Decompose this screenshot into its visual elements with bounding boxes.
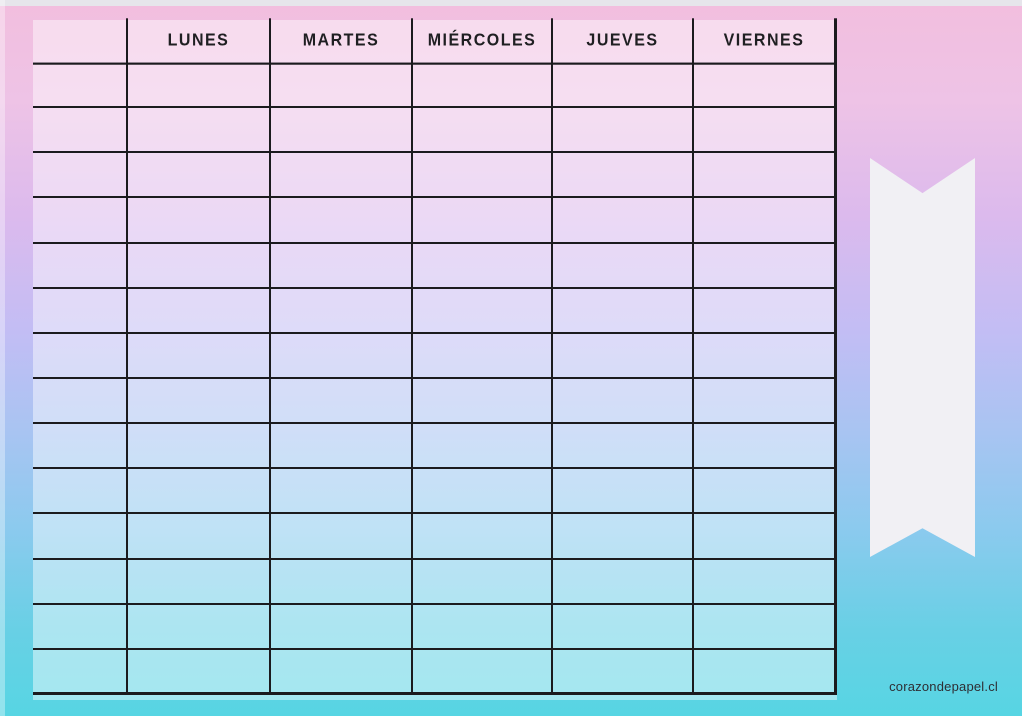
schedule-cell — [553, 288, 694, 334]
schedule-cell — [33, 378, 128, 425]
schedule-cell — [33, 288, 128, 334]
schedule-cell — [553, 153, 694, 199]
schedule-cell — [271, 243, 413, 289]
schedule-cell — [271, 288, 413, 334]
schedule-cell — [553, 559, 694, 605]
schedule-cell — [694, 333, 837, 379]
schedule-cell — [33, 649, 128, 695]
schedule-cell — [271, 333, 413, 379]
schedule-cell — [128, 469, 271, 515]
schedule-cell — [33, 153, 128, 199]
schedule-cell — [413, 63, 553, 109]
schedule-cell — [553, 198, 694, 244]
schedule-cell — [33, 108, 128, 154]
schedule-cell — [33, 469, 128, 515]
schedule-cell — [694, 153, 837, 199]
schedule-cell — [271, 63, 413, 109]
schedule-cell — [694, 469, 837, 515]
schedule-cell — [553, 424, 694, 470]
schedule-cell — [694, 649, 837, 695]
schedule-cell — [33, 424, 128, 470]
schedule-cell — [413, 514, 553, 560]
schedule-cell — [128, 649, 271, 695]
corner-header-cell — [33, 18, 128, 65]
day-header-lunes: LUNES — [128, 18, 271, 65]
schedule-cell — [33, 198, 128, 244]
weekly-schedule-table: LUNES MARTES MIÉRCOLES JUEVES VIERNES — [33, 18, 837, 700]
schedule-cell — [413, 559, 553, 605]
schedule-cell — [128, 559, 271, 605]
page-left-edge — [0, 0, 5, 716]
schedule-cell — [271, 198, 413, 244]
schedule-cell — [271, 559, 413, 605]
schedule-cell — [413, 198, 553, 244]
schedule-cell — [33, 243, 128, 289]
schedule-cell — [553, 469, 694, 515]
schedule-cell — [271, 108, 413, 154]
schedule-cell — [271, 378, 413, 425]
schedule-cell — [694, 424, 837, 470]
schedule-cell — [128, 108, 271, 154]
schedule-cell — [553, 108, 694, 154]
day-header-viernes: VIERNES — [694, 18, 837, 65]
schedule-cell — [128, 333, 271, 379]
schedule-cell — [271, 514, 413, 560]
schedule-cell — [128, 424, 271, 470]
schedule-cell — [128, 153, 271, 199]
schedule-cell — [271, 424, 413, 470]
watermark-text: corazondepapel.cl — [889, 679, 998, 694]
schedule-cell — [128, 63, 271, 109]
schedule-cell — [553, 333, 694, 379]
day-header-jueves: JUEVES — [553, 18, 694, 65]
schedule-cell — [413, 333, 553, 379]
schedule-grid: LUNES MARTES MIÉRCOLES JUEVES VIERNES — [33, 18, 837, 695]
schedule-cell — [128, 198, 271, 244]
schedule-cell — [694, 63, 837, 109]
schedule-cell — [128, 288, 271, 334]
day-header-martes: MARTES — [271, 18, 413, 65]
schedule-cell — [271, 649, 413, 695]
schedule-cell — [694, 288, 837, 334]
schedule-cell — [271, 153, 413, 199]
schedule-cell — [553, 514, 694, 560]
schedule-cell — [694, 198, 837, 244]
schedule-cell — [33, 559, 128, 605]
schedule-cell — [33, 63, 128, 109]
schedule-cell — [553, 604, 694, 650]
schedule-cell — [128, 243, 271, 289]
schedule-cell — [694, 514, 837, 560]
schedule-cell — [413, 469, 553, 515]
day-header-miercoles: MIÉRCOLES — [413, 18, 553, 65]
schedule-cell — [128, 378, 271, 425]
bookmark-ribbon-icon — [870, 158, 975, 557]
schedule-cell — [413, 424, 553, 470]
schedule-cell — [694, 604, 837, 650]
schedule-cell — [413, 288, 553, 334]
schedule-cell — [694, 378, 837, 425]
schedule-cell — [553, 243, 694, 289]
schedule-cell — [128, 514, 271, 560]
schedule-cell — [694, 559, 837, 605]
schedule-cell — [33, 604, 128, 650]
schedule-cell — [694, 108, 837, 154]
schedule-cell — [694, 243, 837, 289]
schedule-cell — [33, 333, 128, 379]
schedule-cell — [553, 378, 694, 425]
schedule-cell — [413, 108, 553, 154]
schedule-cell — [413, 378, 553, 425]
schedule-cell — [413, 604, 553, 650]
schedule-cell — [33, 514, 128, 560]
schedule-cell — [553, 649, 694, 695]
schedule-cell — [128, 604, 271, 650]
schedule-cell — [413, 649, 553, 695]
schedule-cell — [413, 153, 553, 199]
schedule-cell — [413, 243, 553, 289]
schedule-cell — [271, 469, 413, 515]
page-top-edge — [0, 0, 1022, 6]
schedule-cell — [271, 604, 413, 650]
schedule-cell — [553, 63, 694, 109]
